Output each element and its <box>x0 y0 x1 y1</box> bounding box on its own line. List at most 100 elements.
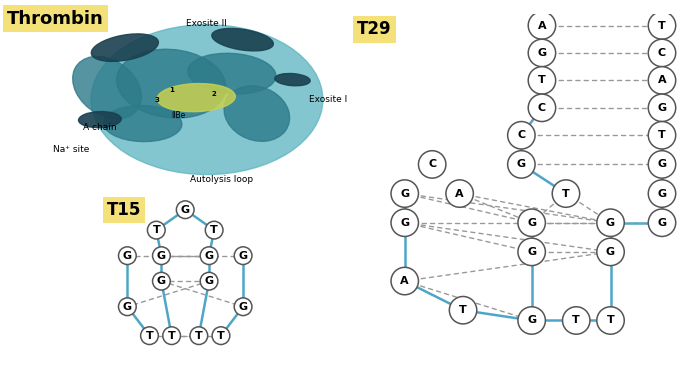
Circle shape <box>563 307 590 334</box>
Circle shape <box>205 221 223 239</box>
Circle shape <box>152 272 170 290</box>
Text: G: G <box>657 159 667 169</box>
Text: Na⁺ site: Na⁺ site <box>53 145 90 154</box>
Text: G: G <box>157 276 166 286</box>
Circle shape <box>648 121 676 149</box>
Circle shape <box>648 12 676 39</box>
Ellipse shape <box>91 25 323 175</box>
Ellipse shape <box>275 74 310 86</box>
Circle shape <box>648 180 676 207</box>
Text: T: T <box>211 225 218 235</box>
Circle shape <box>648 209 676 236</box>
Circle shape <box>163 327 180 344</box>
Text: G: G <box>123 302 132 312</box>
Text: T: T <box>217 331 225 341</box>
Circle shape <box>446 180 473 207</box>
Text: IIBe: IIBe <box>172 111 185 120</box>
Text: G: G <box>606 218 615 228</box>
Ellipse shape <box>78 111 121 128</box>
Text: C: C <box>658 48 666 58</box>
Circle shape <box>648 39 676 67</box>
Text: 3: 3 <box>154 97 159 102</box>
Ellipse shape <box>91 34 158 61</box>
Text: 2: 2 <box>212 91 216 97</box>
Text: T15: T15 <box>107 201 141 219</box>
Circle shape <box>518 238 545 266</box>
Text: G: G <box>239 302 248 312</box>
Text: G: G <box>527 247 536 257</box>
Text: T: T <box>152 225 160 235</box>
Text: G: G <box>239 250 248 261</box>
Text: T: T <box>606 316 615 326</box>
Text: T: T <box>145 331 154 341</box>
Ellipse shape <box>188 53 276 94</box>
Text: A chain: A chain <box>83 123 117 132</box>
Circle shape <box>200 272 218 290</box>
Text: 1: 1 <box>169 87 174 92</box>
Circle shape <box>119 247 137 265</box>
Text: G: G <box>180 205 190 215</box>
Circle shape <box>391 209 418 236</box>
Text: G: G <box>204 250 213 261</box>
Circle shape <box>234 298 252 316</box>
Ellipse shape <box>117 49 226 118</box>
Circle shape <box>528 94 556 121</box>
Text: C: C <box>538 103 546 113</box>
Text: A: A <box>401 276 409 286</box>
Circle shape <box>648 151 676 178</box>
Text: Exosite I: Exosite I <box>309 95 347 104</box>
Text: T29: T29 <box>357 20 391 38</box>
Text: T: T <box>459 305 467 315</box>
Text: Autolysis loop: Autolysis loop <box>189 175 252 184</box>
Circle shape <box>176 201 194 219</box>
Text: A: A <box>658 75 666 85</box>
Circle shape <box>391 180 418 207</box>
Text: T: T <box>538 75 546 85</box>
Ellipse shape <box>212 28 273 51</box>
Circle shape <box>449 296 477 324</box>
Text: G: G <box>123 250 132 261</box>
Circle shape <box>190 327 208 344</box>
Circle shape <box>528 12 556 39</box>
Circle shape <box>528 67 556 94</box>
Text: T: T <box>572 316 580 326</box>
Circle shape <box>518 209 545 236</box>
Circle shape <box>418 151 446 178</box>
Text: T: T <box>195 331 202 341</box>
Circle shape <box>508 151 535 178</box>
Circle shape <box>147 221 165 239</box>
Text: G: G <box>657 103 667 113</box>
Text: G: G <box>537 48 547 58</box>
Text: C: C <box>517 130 525 140</box>
Text: T: T <box>658 130 666 140</box>
Circle shape <box>152 247 170 265</box>
Text: G: G <box>527 218 536 228</box>
Circle shape <box>508 121 535 149</box>
Text: G: G <box>400 218 410 228</box>
Text: T: T <box>562 189 570 199</box>
Text: T: T <box>168 331 176 341</box>
Text: A: A <box>538 20 546 30</box>
Circle shape <box>597 209 624 236</box>
Text: G: G <box>204 276 213 286</box>
Circle shape <box>528 39 556 67</box>
Circle shape <box>212 327 230 344</box>
Ellipse shape <box>224 86 289 141</box>
Text: Thrombin: Thrombin <box>7 10 104 28</box>
Circle shape <box>518 307 545 334</box>
Circle shape <box>597 238 624 266</box>
Ellipse shape <box>104 105 182 142</box>
Text: G: G <box>527 316 536 326</box>
Text: A: A <box>456 189 464 199</box>
Circle shape <box>234 247 252 265</box>
Ellipse shape <box>73 56 141 119</box>
Circle shape <box>648 67 676 94</box>
Text: T: T <box>658 20 666 30</box>
Text: Exosite II: Exosite II <box>187 19 227 28</box>
Text: G: G <box>517 159 526 169</box>
Text: G: G <box>657 189 667 199</box>
Text: G: G <box>400 189 410 199</box>
Circle shape <box>648 94 676 121</box>
Circle shape <box>119 298 137 316</box>
Text: C: C <box>428 159 436 169</box>
